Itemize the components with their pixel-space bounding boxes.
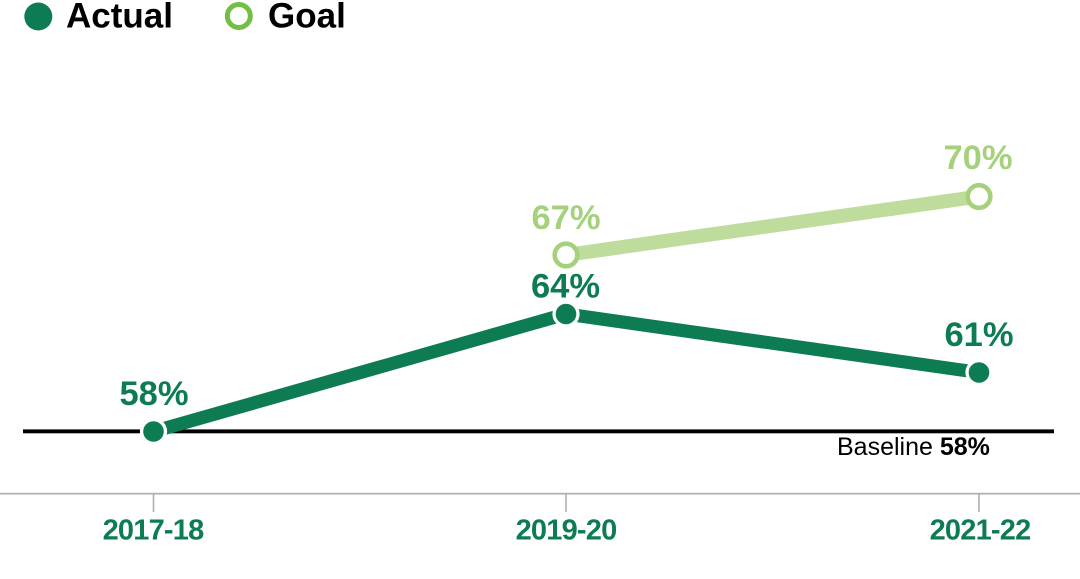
- svg-text:Goal: Goal: [268, 0, 346, 36]
- svg-text:61%: 61%: [944, 316, 1013, 354]
- svg-text:Actual: Actual: [66, 0, 173, 36]
- svg-text:67%: 67%: [531, 199, 600, 237]
- svg-text:64%: 64%: [531, 267, 600, 305]
- svg-text:2021-22: 2021-22: [930, 514, 1031, 546]
- svg-text:70%: 70%: [943, 139, 1012, 177]
- svg-text:2017-18: 2017-18: [103, 514, 204, 546]
- svg-text:58%: 58%: [119, 375, 188, 413]
- svg-text:Baseline 58%: Baseline 58%: [837, 433, 990, 461]
- svg-text:2019-20: 2019-20: [516, 514, 617, 546]
